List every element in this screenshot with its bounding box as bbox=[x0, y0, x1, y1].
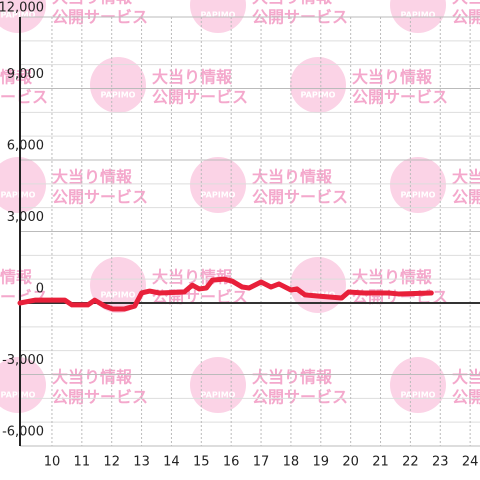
watermark-logo bbox=[190, 357, 246, 413]
watermark-text: 公開サービス bbox=[452, 188, 480, 207]
watermark-logo bbox=[90, 57, 146, 113]
watermark-text: 大当り情報 bbox=[452, 368, 480, 387]
watermark-text: 大当り情報 bbox=[452, 168, 480, 187]
watermark-text: 大当り情報 bbox=[252, 0, 333, 7]
watermark-logo-text: PAPIMO bbox=[101, 91, 136, 100]
y-tick-label: 3,000 bbox=[7, 210, 44, 225]
watermark-logo bbox=[0, 157, 46, 213]
watermark-logo-text: PAPIMO bbox=[401, 391, 436, 400]
watermark-logo-text: PAPIMO bbox=[1, 391, 36, 400]
y-tick-label: 9,000 bbox=[7, 67, 44, 82]
watermark-logo bbox=[0, 357, 46, 413]
watermark-text: 公開サービス bbox=[0, 88, 48, 107]
watermark-logo bbox=[290, 257, 346, 313]
watermark-text: 大当り情報 bbox=[252, 168, 333, 187]
watermark-logo-text: PAPIMO bbox=[201, 391, 236, 400]
y-tick-label: 0 bbox=[36, 282, 44, 297]
watermark-text: 公開サービス bbox=[152, 88, 248, 107]
watermark-logo bbox=[190, 157, 246, 213]
watermark-text: 公開サービス bbox=[252, 388, 348, 407]
y-tick-label: 6,000 bbox=[7, 139, 44, 154]
watermark-logo bbox=[0, 0, 46, 33]
watermark-text: 大当り情報 bbox=[0, 268, 33, 287]
x-tick-label: 11 bbox=[74, 455, 91, 470]
watermark-logo bbox=[390, 0, 446, 33]
x-tick-label: 23 bbox=[432, 455, 449, 470]
x-tick-label: 10 bbox=[44, 455, 61, 470]
series-line bbox=[17, 276, 434, 312]
x-tick-label: 20 bbox=[342, 455, 359, 470]
x-tick-label: 19 bbox=[313, 455, 330, 470]
x-tick-label: 18 bbox=[283, 455, 300, 470]
watermark-logo-text: PAPIMO bbox=[201, 191, 236, 200]
watermark-text: 公開サービス bbox=[252, 188, 348, 207]
watermark-logo-text: PAPIMO bbox=[401, 11, 436, 20]
watermark-logo bbox=[390, 157, 446, 213]
watermark-text: 大当り情報 bbox=[52, 368, 133, 387]
watermark-logo-text: PAPIMO bbox=[101, 291, 136, 300]
watermark-logo-text: PAPIMO bbox=[1, 191, 36, 200]
x-tick-label: 16 bbox=[223, 455, 240, 470]
y-tick-label: -6,000 bbox=[2, 425, 44, 440]
watermark-logo bbox=[90, 257, 146, 313]
watermark-text: 公開サービス bbox=[452, 388, 480, 407]
watermark-logo bbox=[290, 57, 346, 113]
watermark-text: 公開サービス bbox=[52, 188, 148, 207]
watermark-text: 大当り情報 bbox=[52, 0, 133, 7]
y-tick-label: 12,000 bbox=[0, 1, 44, 16]
watermark-text: 大当り情報 bbox=[52, 168, 133, 187]
watermark: PAPIMO大当り情報公開サービスPAPIMO大当り情報公開サービスPAPIMO… bbox=[0, 0, 480, 413]
watermark-text: 大当り情報 bbox=[452, 0, 480, 7]
x-tick-label: 14 bbox=[163, 455, 180, 470]
watermark-text: 大当り情報 bbox=[0, 68, 33, 87]
watermark-logo bbox=[390, 357, 446, 413]
watermark-text: 大当り情報 bbox=[352, 268, 433, 287]
x-tick-label: 21 bbox=[372, 455, 389, 470]
watermark-text: 公開サービス bbox=[352, 88, 448, 107]
x-tick-label: 24 bbox=[462, 455, 479, 470]
watermark-logo bbox=[190, 0, 246, 33]
y-tick-label: -3,000 bbox=[2, 353, 44, 368]
watermark-text: 大当り情報 bbox=[352, 68, 433, 87]
x-tick-label: 22 bbox=[402, 455, 419, 470]
watermark-text: 大当り情報 bbox=[252, 368, 333, 387]
watermark-logo-text: PAPIMO bbox=[1, 11, 36, 20]
watermark-text: 大当り情報 bbox=[152, 68, 233, 87]
x-tick-label: 17 bbox=[253, 455, 270, 470]
x-tick-label: 13 bbox=[133, 455, 150, 470]
x-tick-label: 15 bbox=[193, 455, 210, 470]
watermark-logo-text: PAPIMO bbox=[401, 191, 436, 200]
watermark-text: 公開サービス bbox=[52, 388, 148, 407]
x-tick-label: 12 bbox=[103, 455, 120, 470]
watermark-logo-text: PAPIMO bbox=[301, 91, 336, 100]
watermark-logo-text: PAPIMO bbox=[201, 11, 236, 20]
